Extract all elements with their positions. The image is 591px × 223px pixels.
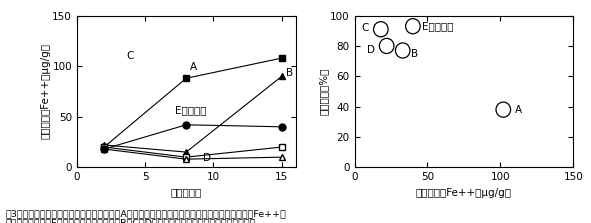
Text: A: A <box>190 62 197 72</box>
Y-axis label: 土壌溶液中Fe++（μg/g）: 土壌溶液中Fe++（μg/g） <box>41 43 51 139</box>
Text: D: D <box>203 153 210 163</box>
Text: D: D <box>367 45 375 56</box>
Text: C: C <box>362 23 369 33</box>
Text: E（対照）: E（対照） <box>421 21 453 31</box>
X-axis label: 土壌溶液中Fe++（μg/g）: 土壌溶液中Fe++（μg/g） <box>416 188 512 198</box>
Text: A: A <box>515 105 522 115</box>
Text: 度が対照の乾土（E）や他の圃場由来土壌（B，C，D）に比べて高くなり，苗立ち率も低い．: 度が対照の乾土（E）や他の圃場由来土壌（B，C，D）に比べて高くなり，苗立ち率も… <box>6 219 256 223</box>
Text: B: B <box>286 68 293 78</box>
X-axis label: 播種後日数: 播種後日数 <box>171 188 202 198</box>
Text: C: C <box>126 51 134 61</box>
Text: 図3．ポット試験による土壌検定の例．圃場A（麦後）に由来する土壌では湛水後の土壌溶液中Fe++濃: 図3．ポット試験による土壌検定の例．圃場A（麦後）に由来する土壌では湛水後の土壌… <box>6 210 287 219</box>
Text: E（対照）: E（対照） <box>175 105 207 115</box>
Y-axis label: 苗立ち率（%）: 苗立ち率（%） <box>319 68 329 115</box>
Text: B: B <box>411 49 418 58</box>
